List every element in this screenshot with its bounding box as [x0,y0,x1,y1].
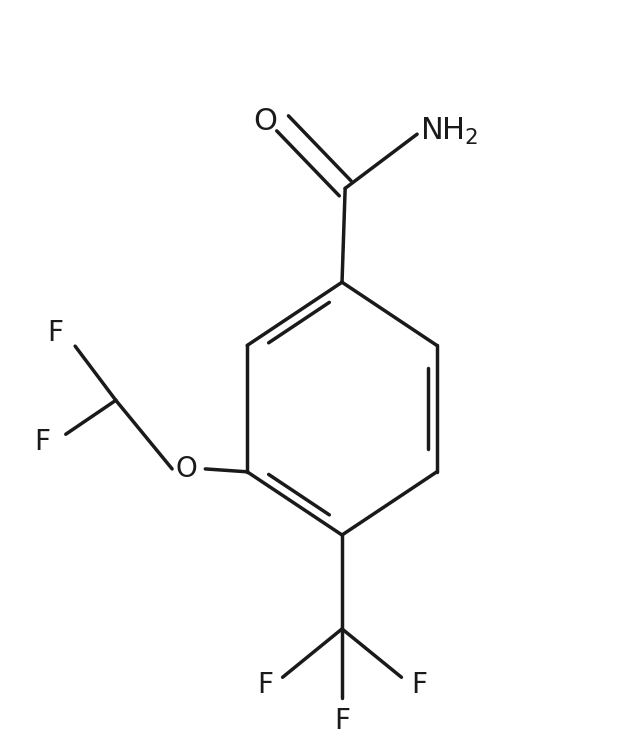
Text: F: F [47,319,63,347]
Text: F: F [257,670,273,699]
Text: NH$_2$: NH$_2$ [420,115,479,147]
Text: F: F [411,670,427,699]
Text: F: F [334,707,350,735]
Text: F: F [35,428,51,456]
Text: O: O [253,107,277,135]
Text: O: O [176,455,197,483]
